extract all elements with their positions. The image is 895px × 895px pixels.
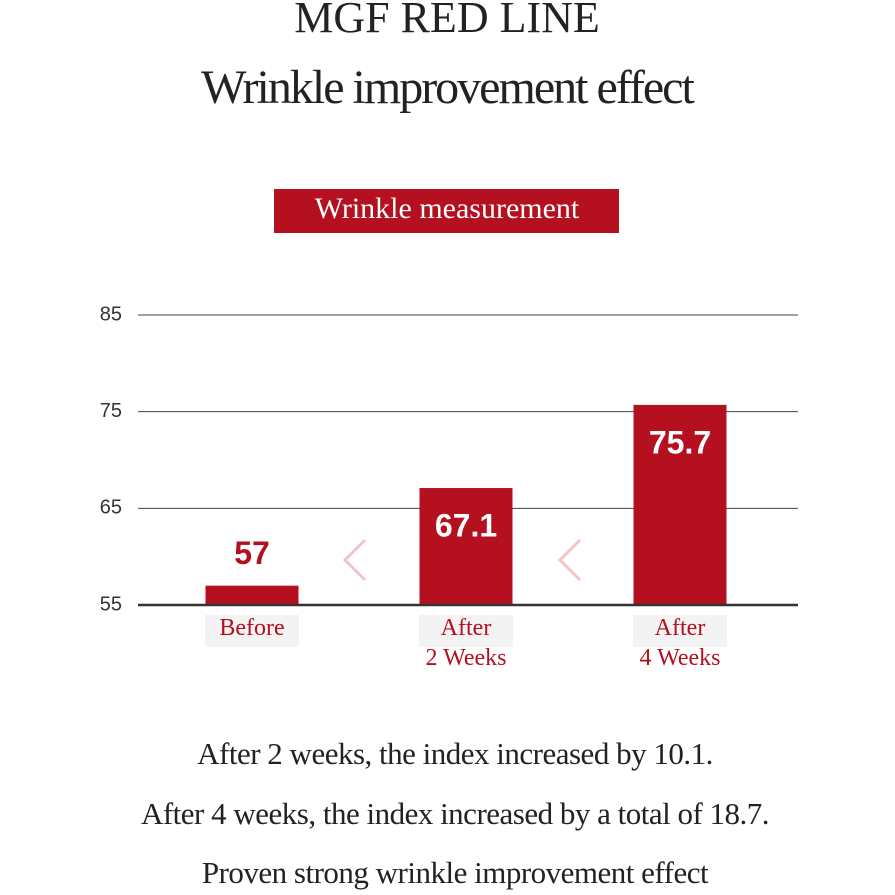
y-tick-label: 75 bbox=[100, 400, 122, 422]
note: After 2 weeks, the index increased by 10… bbox=[197, 736, 713, 771]
arrow-decoration bbox=[557, 538, 582, 582]
chart-title: MGF RED LINE bbox=[294, 0, 600, 42]
value-label: 57 bbox=[234, 535, 270, 571]
category-background bbox=[419, 615, 513, 647]
x-tick-label: After 4 Weeks bbox=[640, 615, 721, 671]
badge-label: Wrinkle measurement bbox=[315, 192, 580, 225]
chart-subtitle: Wrinkle improvement effect bbox=[201, 61, 695, 114]
category-background bbox=[633, 615, 727, 647]
value-label: 75.7 bbox=[649, 424, 711, 460]
bar bbox=[205, 585, 299, 605]
y-tick-label: 55 bbox=[100, 593, 122, 615]
bar bbox=[419, 488, 513, 605]
category-background bbox=[205, 615, 299, 647]
badge-background bbox=[274, 189, 619, 233]
y-tick-label: 65 bbox=[100, 497, 122, 519]
arrow-decoration bbox=[342, 538, 367, 582]
x-tick-label: After 2 Weeks bbox=[426, 615, 507, 671]
y-tick-label: 85 bbox=[100, 303, 122, 325]
bar bbox=[633, 404, 727, 605]
x-tick-label: Before bbox=[219, 615, 284, 641]
value-label: 67.1 bbox=[435, 507, 497, 543]
note: Proven strong wrinkle improvement effect bbox=[202, 855, 709, 890]
note: After 4 weeks, the index increased by a … bbox=[141, 796, 769, 831]
